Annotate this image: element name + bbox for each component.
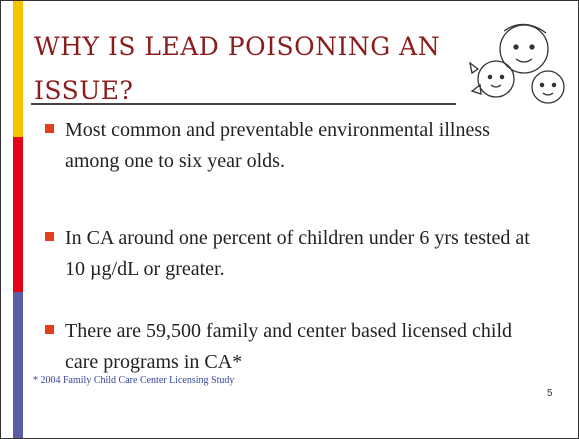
slide: WHY IS LEAD POISONING AN ISSUE? Most com… bbox=[0, 0, 579, 439]
bullet-text: In CA around one percent of children und… bbox=[65, 227, 530, 280]
footnote: * 2004 Family Child Care Center Licensin… bbox=[33, 375, 234, 386]
accent-bar-blue bbox=[13, 292, 23, 439]
accent-bar-yellow bbox=[13, 1, 23, 137]
page-number: 5 bbox=[547, 388, 553, 399]
bullet-item: In CA around one percent of children und… bbox=[45, 223, 545, 285]
bullet-text: Most common and preventable environmenta… bbox=[65, 119, 490, 172]
bullet-text: There are 59,500 family and center based… bbox=[65, 320, 512, 373]
page: WHY IS LEAD POISONING AN ISSUE? Most com… bbox=[0, 0, 579, 439]
slide-title: WHY IS LEAD POISONING AN ISSUE? bbox=[34, 25, 444, 113]
bullet-item: There are 59,500 family and center based… bbox=[45, 316, 545, 378]
accent-bar-red bbox=[13, 137, 23, 292]
bullet-item: Most common and preventable environmenta… bbox=[45, 115, 545, 177]
title-rule bbox=[31, 103, 456, 105]
children-illustration bbox=[456, 19, 571, 109]
